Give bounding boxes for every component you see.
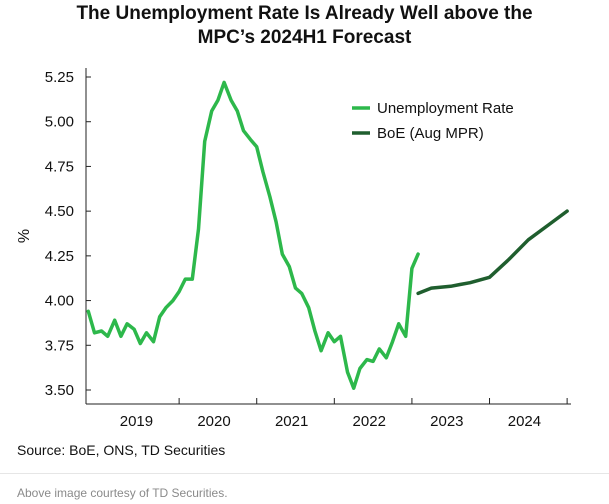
y-tick-label: 4.75 (45, 158, 74, 175)
chart-title-line-1: The Unemployment Rate Is Already Well ab… (76, 3, 533, 24)
footer-divider (0, 473, 609, 474)
line-chart: 3.50 3.75 4.00 4.25 4.50 4.75 5.00 5.25% 2019 202… (16, 68, 571, 430)
x-tick-label-2021: 2021 (275, 413, 308, 430)
legend-label-unemployment-rate: Unemployment Rate (377, 100, 514, 117)
source-note: Source: BoE, ONS, TD Securities (17, 442, 226, 458)
x-tick-label-2022: 2022 (353, 413, 386, 430)
y-axis-label: % (16, 229, 33, 243)
boe-forecast-line (416, 209, 569, 296)
chart-title: The Unemployment Rate Is Already Well ab… (0, 2, 609, 50)
x-tick-label-2023: 2023 (430, 413, 463, 430)
y-tick-label: 4.50 (45, 203, 74, 220)
x-tick-label-2024: 2024 (508, 413, 541, 430)
unemployment-rate-line (86, 80, 420, 390)
legend-label-boe-forecast: BoE (Aug MPR) (377, 125, 484, 142)
chart-title-line-2: MPC’s 2024H1 Forecast (197, 27, 412, 48)
y-tick-label: 4.25 (45, 248, 74, 265)
x-tick-label-2019: 2019 (120, 413, 153, 430)
y-tick-label: 5.25 (45, 69, 74, 86)
y-tick-label: 4.00 (45, 293, 74, 310)
y-tick-label: 5.00 (45, 114, 74, 131)
y-tick-label: 3.50 (45, 382, 74, 399)
y-tick-label: 3.75 (45, 337, 74, 354)
x-tick-label-2020: 2020 (197, 413, 230, 430)
image-credit: Above image courtesy of TD Securities. (17, 486, 228, 500)
